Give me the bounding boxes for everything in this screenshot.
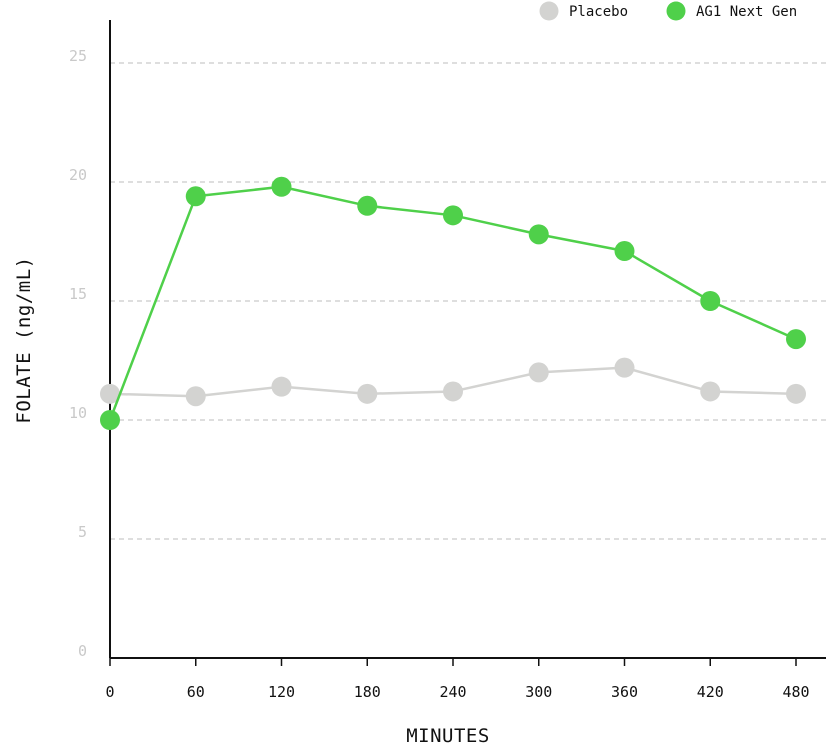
data-point-ag1-next-gen <box>614 241 635 262</box>
y-tick-label: 25 <box>69 47 87 65</box>
data-point-ag1-next-gen <box>357 195 378 216</box>
data-point-ag1-next-gen <box>528 224 549 245</box>
data-point-placebo <box>271 376 292 397</box>
legend-label-placebo: Placebo <box>569 4 628 20</box>
legend: Placebo AG1 Next Gen <box>539 1 797 21</box>
legend-marker-placebo <box>539 1 559 21</box>
x-tick-label: 300 <box>525 683 552 701</box>
y-tick-label: 20 <box>69 166 87 184</box>
y-tick-label: 10 <box>69 404 87 422</box>
data-point-ag1-next-gen <box>443 205 463 226</box>
x-tick-label: 180 <box>354 683 381 701</box>
data-point-ag1-next-gen <box>271 176 292 197</box>
data-point-placebo <box>528 362 549 383</box>
y-axis-title: FOLATE (ng/mL) <box>13 256 35 423</box>
data-point-placebo <box>185 386 206 407</box>
legend-label-ag1-next-gen: AG1 Next Gen <box>696 4 797 20</box>
y-tick-label: 0 <box>78 642 87 660</box>
x-tick-label: 120 <box>268 683 295 701</box>
x-tick-label: 420 <box>697 683 724 701</box>
y-tick-label: 5 <box>78 523 87 541</box>
series-group <box>100 176 806 430</box>
x-tick-label: 360 <box>611 683 638 701</box>
series-placebo <box>100 357 806 407</box>
x-tick-label: 240 <box>439 683 466 701</box>
data-point-placebo <box>100 383 120 404</box>
x-tick-label: 480 <box>782 683 809 701</box>
data-point-placebo <box>443 381 463 402</box>
data-point-ag1-next-gen <box>786 329 806 350</box>
data-point-ag1-next-gen <box>100 410 120 430</box>
data-point-placebo <box>357 383 378 404</box>
y-tick-labels: 0 5 10 15 20 25 <box>69 47 87 660</box>
data-point-placebo <box>700 381 721 402</box>
data-point-placebo <box>614 357 635 378</box>
x-tick-labels: 0 60 120 180 240 300 360 420 480 <box>105 658 810 701</box>
data-point-ag1-next-gen <box>700 291 721 311</box>
axes <box>109 20 826 659</box>
series-ag1-next-gen <box>100 176 806 430</box>
data-point-ag1-next-gen <box>185 186 206 207</box>
x-tick-label: 0 <box>105 683 114 701</box>
x-tick-label: 60 <box>187 683 205 701</box>
x-axis-title: MINUTES <box>406 725 490 745</box>
data-point-placebo <box>786 383 806 404</box>
legend-marker-ag1-next-gen <box>666 1 686 21</box>
y-tick-label: 15 <box>69 285 87 303</box>
